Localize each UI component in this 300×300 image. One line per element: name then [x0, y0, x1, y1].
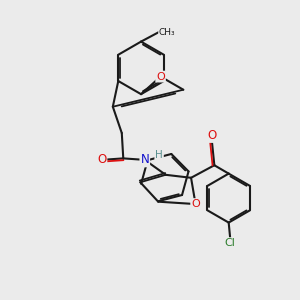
- Text: O: O: [97, 153, 106, 167]
- Text: CH₃: CH₃: [159, 28, 175, 37]
- Text: N: N: [140, 153, 149, 167]
- Text: Cl: Cl: [225, 238, 236, 248]
- Text: O: O: [191, 199, 200, 209]
- Text: O: O: [207, 129, 217, 142]
- Text: O: O: [156, 72, 165, 82]
- Text: H: H: [155, 149, 163, 160]
